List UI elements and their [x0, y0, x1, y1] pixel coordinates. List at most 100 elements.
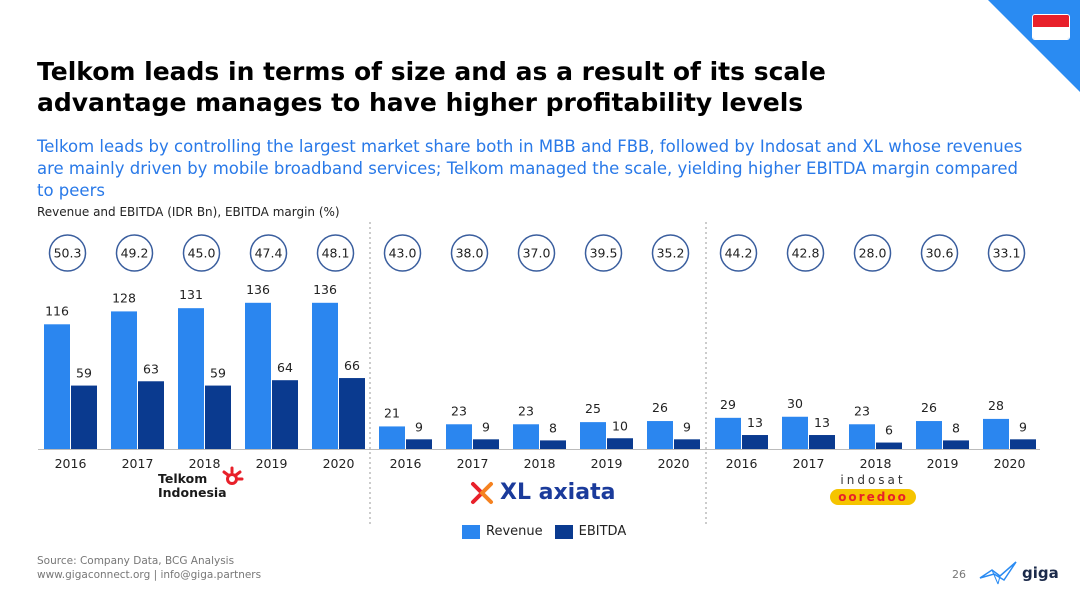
telkom-logo-line1: Telkom [158, 471, 208, 486]
label-ebitda-g3-2018: 6 [885, 423, 893, 438]
label-revenue-g2-2018: 23 [518, 403, 534, 418]
tick-label-g3-2020: 2020 [994, 456, 1026, 471]
bar-revenue-g3-2016 [715, 417, 741, 449]
label-ebitda-g3-2019: 8 [952, 420, 960, 435]
label-revenue-g2-2017: 23 [451, 403, 467, 418]
footer-contact: www.gigaconnect.org | info@giga.partners [37, 569, 262, 581]
bar-ebitda-g2-2017 [473, 439, 499, 449]
margin-label-g2-2019: 39.5 [590, 246, 618, 261]
bar-revenue-g2-2018 [513, 424, 539, 449]
margin-circle-g3-2017 [786, 234, 825, 272]
xl-axiata-logo: XL axiata [470, 480, 615, 505]
tick-label-g3-2016: 2016 [726, 456, 758, 471]
margin-circle-g1-2020 [316, 234, 355, 272]
indosat-logo-line1: indosat [840, 473, 906, 487]
label-ebitda-g1-2019: 64 [277, 360, 293, 375]
margin-circle-g1-2018 [182, 234, 221, 272]
footer-source: Source: Company Data, BCG Analysis [37, 555, 235, 567]
margin-label-g1-2016: 50.3 [54, 246, 82, 261]
bar-ebitda-g1-2019 [272, 380, 298, 449]
tick-label-g1-2020: 2020 [323, 456, 355, 471]
label-ebitda-g2-2016: 9 [415, 419, 423, 434]
label-ebitda-g1-2018: 59 [210, 366, 226, 381]
label-ebitda-g2-2020: 9 [683, 419, 691, 434]
label-revenue-g1-2016: 116 [45, 303, 69, 318]
margin-label-g3-2018: 28.0 [859, 246, 887, 261]
margin-circle-g1-2019 [249, 234, 288, 272]
tick-label-g1-2018: 2018 [189, 456, 221, 471]
label-ebitda-g1-2017: 63 [143, 361, 159, 376]
indosat-ooredoo-logo: indosat ooredoo [830, 474, 916, 505]
margin-circle-g2-2020 [651, 234, 690, 272]
label-revenue-g1-2017: 128 [112, 290, 136, 305]
indonesia-flag-icon [1032, 14, 1070, 40]
bar-revenue-g2-2016 [379, 426, 405, 449]
giga-logo: giga [978, 558, 1059, 588]
bar-revenue-g1-2018 [178, 308, 204, 449]
label-revenue-g2-2019: 25 [585, 401, 601, 416]
margin-label-g1-2020: 48.1 [322, 246, 350, 261]
margin-label-g3-2020: 33.1 [993, 246, 1021, 261]
tick-label-g2-2018: 2018 [524, 456, 556, 471]
bar-ebitda-g2-2020 [674, 439, 700, 449]
margin-label-g2-2018: 37.0 [523, 246, 551, 261]
tick-label-g2-2017: 2017 [457, 456, 489, 471]
bar-revenue-g2-2020 [647, 421, 673, 449]
margin-label-g1-2018: 45.0 [188, 246, 216, 261]
bar-ebitda-g1-2020 [339, 378, 365, 449]
bar-ebitda-g1-2016 [71, 385, 97, 449]
margin-label-g2-2020: 35.2 [657, 246, 685, 261]
bar-revenue-g1-2016 [44, 324, 70, 449]
bar-ebitda-g2-2016 [406, 439, 432, 449]
bar-ebitda-g3-2016 [742, 435, 768, 449]
bar-revenue-g2-2017 [446, 424, 472, 449]
margin-circle-g2-2019 [584, 234, 623, 272]
xl-mark-icon [471, 481, 493, 504]
legend-swatch-revenue [462, 524, 480, 539]
tick-label-g2-2016: 2016 [390, 456, 422, 471]
margin-label-g2-2016: 43.0 [389, 246, 417, 261]
label-ebitda-g1-2016: 59 [76, 366, 92, 381]
bar-ebitda-g3-2018 [876, 442, 902, 449]
label-revenue-g1-2018: 131 [179, 287, 203, 302]
label-ebitda-g2-2018: 8 [549, 420, 557, 435]
label-revenue-g3-2018: 23 [854, 403, 870, 418]
margin-circle-g2-2016 [383, 234, 422, 272]
tick-label-g1-2019: 2019 [256, 456, 288, 471]
bar-revenue-g1-2017 [111, 311, 137, 449]
label-revenue-g3-2017: 30 [787, 396, 803, 411]
margin-label-g3-2017: 42.8 [792, 246, 820, 261]
margin-circle-g2-2018 [517, 234, 556, 272]
bar-ebitda-g3-2019 [943, 440, 969, 449]
tick-label-g1-2016: 2016 [55, 456, 87, 471]
label-ebitda-g2-2019: 10 [612, 418, 628, 433]
label-revenue-g1-2019: 136 [246, 282, 270, 297]
bar-revenue-g3-2018 [849, 424, 875, 449]
giga-logo-text: giga [1022, 564, 1059, 582]
unit-label: Revenue and EBITDA (IDR Bn), EBITDA marg… [37, 205, 340, 219]
tick-label-g3-2019: 2019 [927, 456, 959, 471]
bar-ebitda-g2-2019 [607, 438, 633, 449]
indosat-logo-line2: ooredoo [830, 489, 916, 505]
margin-circle-g3-2020 [987, 234, 1026, 272]
legend-label-revenue: Revenue [486, 524, 543, 539]
margin-circle-g3-2019 [920, 234, 959, 272]
label-revenue-g3-2020: 28 [988, 398, 1004, 413]
legend-item-ebitda: EBITDA [554, 524, 627, 539]
margin-label-g2-2017: 38.0 [456, 246, 484, 261]
bar-revenue-g2-2019 [580, 422, 606, 449]
tick-label-g1-2017: 2017 [122, 456, 154, 471]
bar-ebitda-g2-2018 [540, 440, 566, 449]
label-ebitda-g3-2017: 13 [814, 415, 830, 430]
label-revenue-g2-2016: 21 [384, 405, 400, 420]
label-revenue-g3-2019: 26 [921, 400, 937, 415]
bar-revenue-g1-2019 [245, 302, 271, 449]
page-subtitle: Telkom leads by controlling the largest … [37, 137, 1023, 200]
label-revenue-g3-2016: 29 [720, 397, 736, 412]
telkom-logo-line2: Indonesia [158, 485, 227, 500]
label-revenue-g2-2020: 26 [652, 400, 668, 415]
tick-label-g2-2020: 2020 [658, 456, 690, 471]
legend-label-ebitda: EBITDA [578, 524, 627, 539]
tick-label-g3-2017: 2017 [793, 456, 825, 471]
